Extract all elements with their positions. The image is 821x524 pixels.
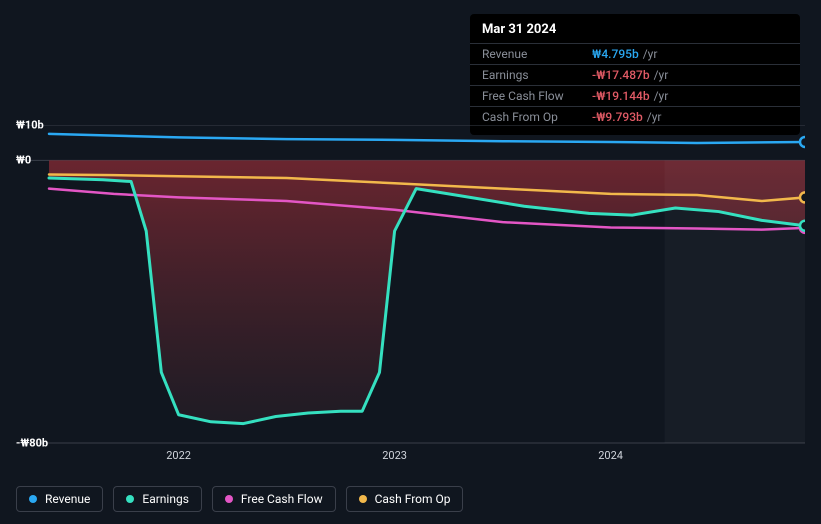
legend-color-dot: [225, 495, 233, 503]
tooltip-metric-label: Revenue: [482, 47, 592, 61]
y-axis-tick: ₩0: [16, 154, 31, 167]
chart-tooltip: Mar 31 2024 Revenue ₩4.795b /yr Earnings…: [470, 14, 800, 135]
legend-item-revenue[interactable]: Revenue: [16, 486, 103, 512]
legend-label: Cash From Op: [375, 492, 451, 506]
legend-label: Earnings: [142, 492, 189, 506]
legend-item-earnings[interactable]: Earnings: [113, 486, 202, 512]
x-axis-tick: 2023: [382, 449, 407, 462]
tooltip-metric-label: Earnings: [482, 68, 592, 82]
tooltip-row: Revenue ₩4.795b /yr: [470, 43, 800, 64]
y-axis-tick: -₩80b: [16, 437, 48, 450]
x-axis-tick: 2022: [166, 449, 191, 462]
financial-line-chart: [16, 125, 805, 455]
tooltip-suffix: /yr: [647, 110, 662, 124]
tooltip-row: Cash From Op -₩9.793b /yr: [470, 106, 800, 127]
tooltip-date: Mar 31 2024: [470, 22, 800, 43]
tooltip-metric-value: -₩9.793b: [592, 110, 643, 124]
legend-color-dot: [126, 495, 134, 503]
tooltip-metric-label: Cash From Op: [482, 110, 592, 124]
tooltip-row: Free Cash Flow -₩19.144b /yr: [470, 85, 800, 106]
legend-color-dot: [29, 495, 37, 503]
legend-item-free_cash_flow[interactable]: Free Cash Flow: [212, 486, 336, 512]
y-axis-tick: ₩10b: [16, 119, 44, 132]
tooltip-metric-value: ₩4.795b: [592, 47, 639, 61]
tooltip-suffix: /yr: [654, 68, 669, 82]
tooltip-metric-value: -₩17.487b: [592, 68, 650, 82]
tooltip-row: Earnings -₩17.487b /yr: [470, 64, 800, 85]
chart-legend: Revenue Earnings Free Cash Flow Cash From O…: [16, 486, 463, 512]
legend-label: Free Cash Flow: [241, 492, 323, 506]
chart-area: Past ₩10b₩0-₩80b202220232024: [16, 125, 805, 455]
tooltip-suffix: /yr: [643, 47, 658, 61]
tooltip-metric-label: Free Cash Flow: [482, 89, 592, 103]
legend-item-cash_from_op[interactable]: Cash From Op: [346, 486, 464, 512]
legend-label: Revenue: [45, 492, 90, 506]
tooltip-metric-value: -₩19.144b: [592, 89, 650, 103]
tooltip-suffix: /yr: [654, 89, 669, 103]
legend-color-dot: [359, 495, 367, 503]
x-axis-tick: 2024: [598, 449, 623, 462]
